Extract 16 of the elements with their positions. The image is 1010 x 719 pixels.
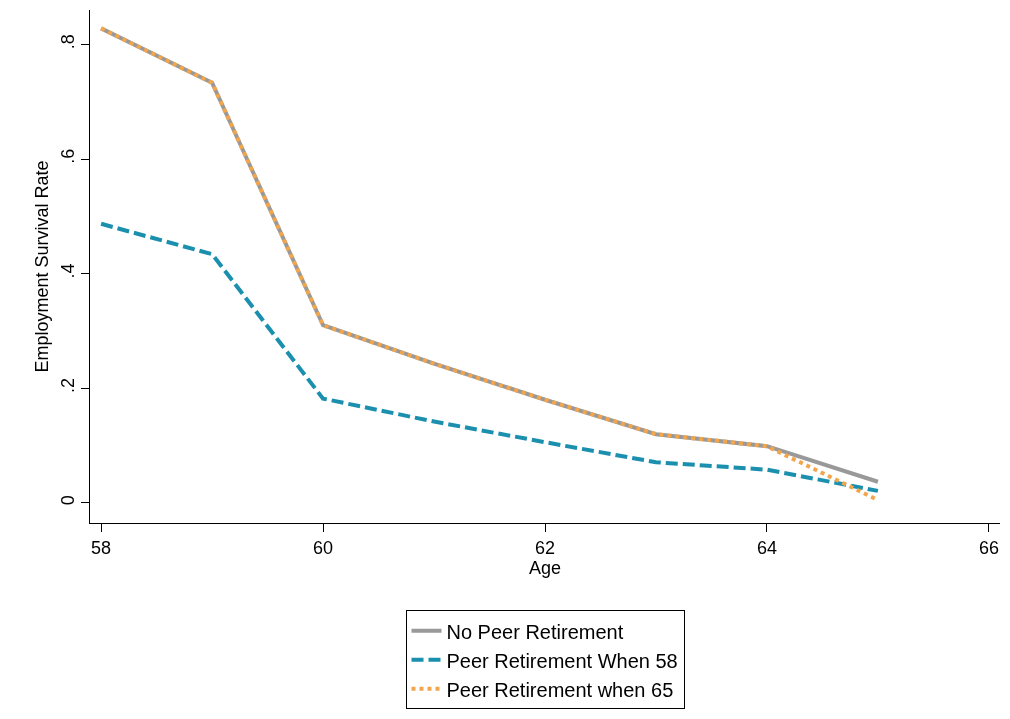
- legend-label: No Peer Retirement: [446, 620, 624, 643]
- x-tick-label: 62: [534, 537, 556, 558]
- x-axis-title: Age: [528, 557, 562, 578]
- x-tick-label: 64: [756, 537, 777, 558]
- y-tick-label: .4: [57, 263, 78, 279]
- y-tick-label: .2: [57, 378, 78, 394]
- legend-label: Peer Retirement when 65: [446, 678, 674, 701]
- y-tick-label: .8: [57, 34, 78, 50]
- y-axis-title: Employment Survival Rate: [32, 160, 52, 373]
- x-tick-label: 66: [978, 537, 999, 558]
- line-series: [99, 221, 880, 493]
- y-tick-label: 0: [57, 495, 78, 506]
- x-tick-label: 58: [91, 537, 112, 558]
- y-tick-label: .6: [57, 148, 78, 164]
- legend-label: Peer Retirement When 58: [446, 649, 678, 672]
- x-tick-label: 60: [313, 537, 334, 558]
